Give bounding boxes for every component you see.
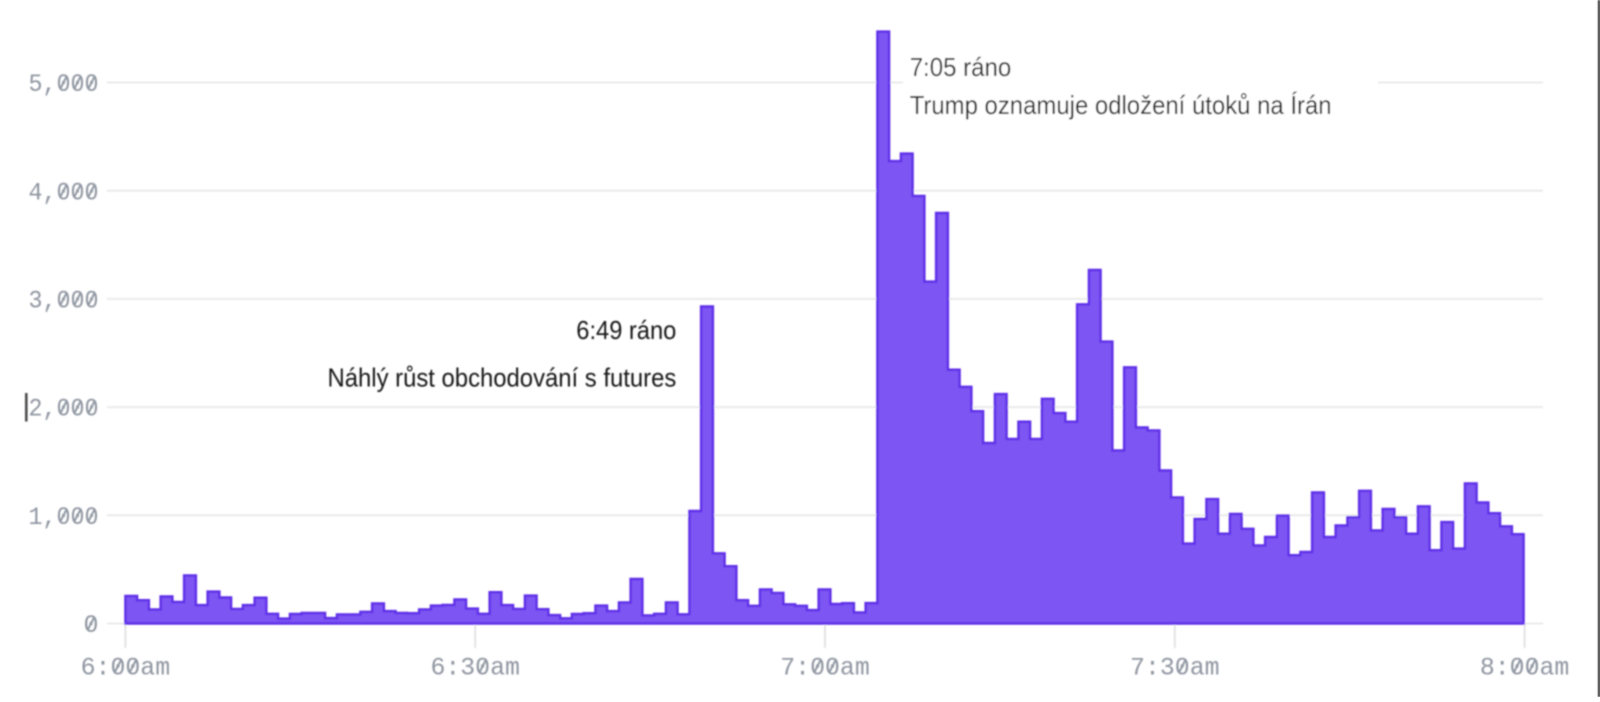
svg-text:6:30am: 6:30am xyxy=(430,654,520,683)
svg-text:7:00am: 7:00am xyxy=(780,654,870,683)
svg-text:8:00am: 8:00am xyxy=(1480,654,1570,683)
svg-text:6:49 ráno: 6:49 ráno xyxy=(576,315,676,345)
svg-text:7:05 ráno: 7:05 ráno xyxy=(910,52,1012,82)
svg-text:6:00am: 6:00am xyxy=(81,654,171,683)
svg-text:Trump oznamuje odložení útoků: Trump oznamuje odložení útoků na Írán xyxy=(910,90,1332,120)
svg-text:Náhlý růst obchodování s futur: Náhlý růst obchodování s futures xyxy=(328,362,677,392)
svg-text:7:30am: 7:30am xyxy=(1130,654,1220,683)
